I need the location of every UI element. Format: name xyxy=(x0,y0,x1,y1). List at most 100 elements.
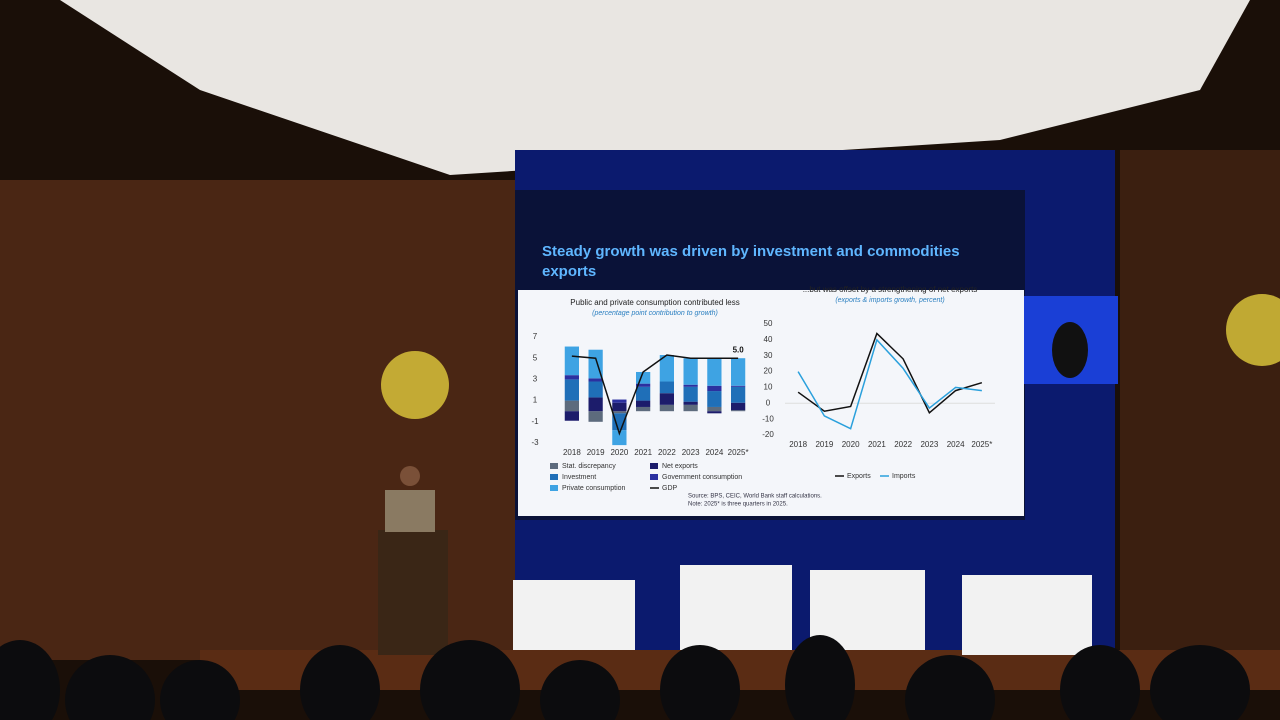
bar-segment xyxy=(636,383,651,387)
armchair xyxy=(810,570,925,650)
y-tick-label: 50 xyxy=(764,319,773,328)
x-tick-label: 2021 xyxy=(868,440,886,449)
legend-label: Stat. discrepancy xyxy=(562,463,616,470)
y-tick-label: 5 xyxy=(533,353,538,362)
bar-segment xyxy=(683,404,698,412)
bar-segment xyxy=(683,358,698,385)
armchair xyxy=(680,565,792,650)
source: Source: BPS, CEIC, World Bank staff calc… xyxy=(688,494,822,500)
legend-swatch xyxy=(650,463,658,469)
x-tick-label: 2020 xyxy=(842,440,860,449)
note: Note: 2025* is three quarters in 2025. xyxy=(688,502,788,508)
bar-segment xyxy=(564,411,579,421)
data-label: 5.0 xyxy=(733,345,745,354)
y-tick-label: -20 xyxy=(762,430,774,439)
x-tick-label: 2019 xyxy=(815,440,833,449)
x-tick-label: 2019 xyxy=(587,448,605,457)
bar-segment xyxy=(659,381,674,394)
armchair xyxy=(513,580,635,650)
armchair xyxy=(962,575,1092,655)
x-tick-label: 2023 xyxy=(920,440,938,449)
legend-swatch xyxy=(550,463,558,469)
legend-label: GDP xyxy=(662,485,678,492)
bar-segment xyxy=(612,399,627,403)
x-tick-label: 2025* xyxy=(971,440,992,449)
bar-segment xyxy=(659,404,674,412)
bar-segment xyxy=(683,384,698,387)
data-line xyxy=(797,338,982,430)
audience xyxy=(0,635,1250,720)
bar-segment xyxy=(707,411,722,414)
bar-segment xyxy=(564,375,579,380)
legend-swatch xyxy=(550,485,558,491)
gobo-light xyxy=(1226,294,1280,366)
x-tick-label: 2018 xyxy=(563,448,581,457)
legend-label: Government consumption xyxy=(662,474,742,481)
bar-segment xyxy=(636,400,651,407)
y-tick-label: 10 xyxy=(764,383,773,392)
bar-segment xyxy=(707,358,722,386)
bar-segment xyxy=(612,430,627,446)
data-line xyxy=(797,332,983,414)
slide-title: Steady growth was driven by investment a… xyxy=(542,243,960,260)
bar-segment xyxy=(659,355,674,382)
bar-segment xyxy=(707,385,722,392)
bar-segment xyxy=(564,400,579,412)
bar-segment xyxy=(731,410,746,412)
bar-segment xyxy=(731,386,746,403)
legend-label: Exports xyxy=(847,473,871,480)
y-tick-label: -10 xyxy=(762,414,774,423)
x-tick-label: 2024 xyxy=(947,440,965,449)
bar-segment xyxy=(731,385,746,387)
x-tick-label: 2023 xyxy=(682,448,700,457)
chart-title: Public and private consumption contribut… xyxy=(570,298,739,307)
bar-segment xyxy=(564,379,579,401)
x-tick-label: 2021 xyxy=(634,448,652,457)
bar-segment xyxy=(612,411,627,414)
chart-title: ...but was offset by a strengthening of … xyxy=(803,285,978,294)
speaker xyxy=(385,490,435,532)
data-line xyxy=(571,354,739,436)
chart-subtitle: (exports & imports growth, percent) xyxy=(835,297,944,304)
y-tick-label: 30 xyxy=(764,351,773,360)
y-tick-label: 3 xyxy=(533,375,538,384)
bar-segment xyxy=(707,391,722,407)
y-tick-label: 7 xyxy=(533,332,538,341)
bar-segment xyxy=(683,386,698,402)
y-tick-label: 40 xyxy=(764,335,773,344)
legend-swatch xyxy=(550,474,558,480)
x-tick-label: 2020 xyxy=(610,448,628,457)
legend-label: Net exports xyxy=(662,463,698,470)
y-tick-label: -3 xyxy=(531,438,539,447)
bar-segment xyxy=(588,397,603,412)
x-tick-label: 2018 xyxy=(789,440,807,449)
bar-segment xyxy=(588,378,603,382)
legend-swatch xyxy=(650,474,658,480)
y-tick-label: 1 xyxy=(533,396,538,405)
x-tick-label: 2024 xyxy=(705,448,723,457)
bar-segment xyxy=(707,406,722,412)
bar-segment xyxy=(636,386,651,401)
y-tick-label: 0 xyxy=(766,398,771,407)
speaker-head xyxy=(400,466,420,486)
bar-segment xyxy=(636,371,651,384)
x-tick-label: 2025* xyxy=(728,448,749,457)
slide-title: exports xyxy=(542,263,596,280)
bar-segment xyxy=(659,393,674,405)
x-tick-label: 2022 xyxy=(658,448,676,457)
legend-label: Imports xyxy=(892,473,916,480)
podium xyxy=(378,530,448,655)
bar-segment xyxy=(564,346,579,376)
legend-label: Investment xyxy=(562,474,596,481)
chart-subtitle: (percentage point contribution to growth… xyxy=(592,310,718,317)
bar-segment xyxy=(588,411,603,422)
gobo-light xyxy=(381,351,449,419)
bar-segment xyxy=(731,402,746,411)
legend-label: Private consumption xyxy=(562,485,626,492)
bar-segment xyxy=(612,402,627,412)
wood-wall xyxy=(1120,150,1280,660)
x-tick-label: 2022 xyxy=(894,440,912,449)
interpreter xyxy=(1052,322,1088,378)
bar-segment xyxy=(636,406,651,412)
